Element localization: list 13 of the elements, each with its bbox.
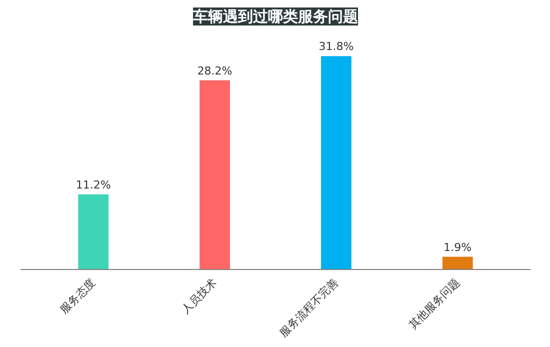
- x-tick-label: 服务态度: [58, 276, 98, 316]
- data-label: 31.8%: [318, 40, 354, 54]
- data-label: 28.2%: [197, 64, 232, 78]
- x-tick-label: 服务流程不完善: [277, 276, 341, 340]
- bar: [442, 256, 473, 270]
- data-label: 1.9%: [444, 240, 472, 254]
- x-tick-label: 其他服务问题: [406, 276, 462, 332]
- bar: [321, 56, 352, 270]
- bar: [78, 194, 109, 270]
- x-tick-label: 人员技术: [179, 276, 220, 316]
- bar: [200, 80, 230, 270]
- chart-title: 车辆遇到过哪类服务问题: [192, 8, 358, 26]
- data-label: 11.2%: [76, 178, 111, 192]
